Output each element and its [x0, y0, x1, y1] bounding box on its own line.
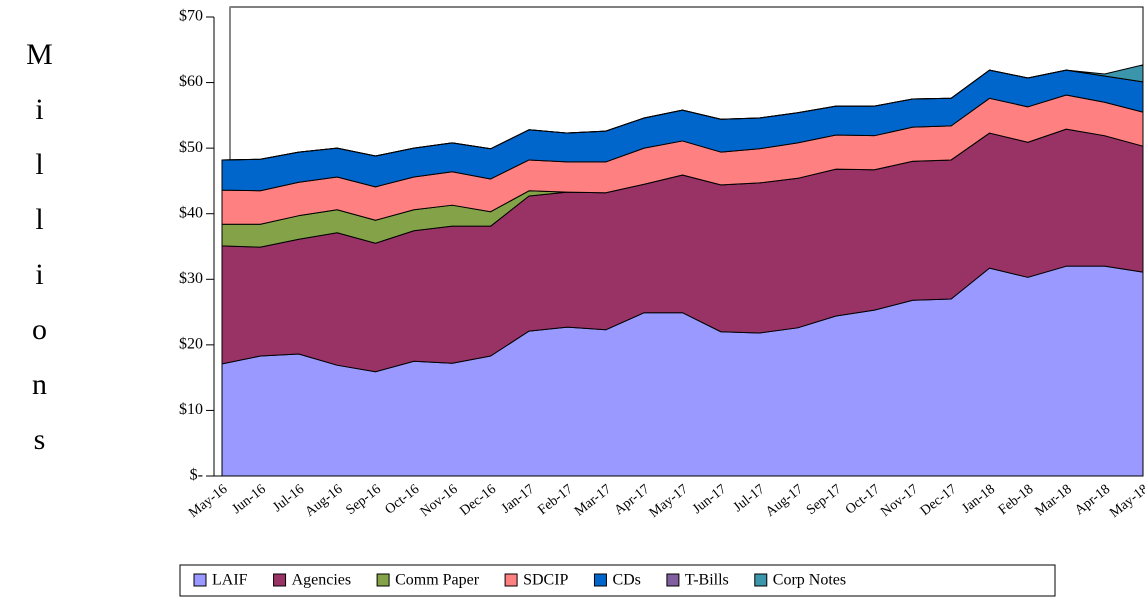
x-tick-label: Jun-16 [230, 482, 269, 517]
legend-swatch [504, 573, 518, 587]
x-tick-label: Feb-18 [996, 482, 1036, 518]
x-tick-label: Jul-16 [270, 482, 307, 515]
x-tick-label: Mar-17 [572, 482, 614, 520]
y-tick-label: $- [190, 467, 203, 484]
legend-label: Comm Paper [395, 572, 480, 589]
y-tick-label: $10 [179, 401, 203, 418]
x-tick-label: Nov-16 [418, 482, 461, 520]
x-tick-label: Sep-17 [804, 482, 844, 518]
y-tick-label: $60 [179, 73, 203, 90]
x-tick-label: Aug-17 [763, 482, 806, 520]
x-tick-label: May-16 [186, 482, 230, 521]
y-tick-label: $70 [179, 8, 203, 25]
legend-label: CDs [612, 572, 640, 589]
x-tick-label: Dec-17 [918, 482, 960, 519]
legend-swatch [376, 573, 390, 587]
x-tick-label: Dec-16 [457, 482, 499, 519]
y-tick-label: $40 [179, 204, 203, 221]
legend-label: T-Bills [685, 572, 729, 589]
x-tick-label: Apr-18 [1072, 482, 1113, 519]
legend-label: SDCIP [523, 572, 568, 589]
x-tick-label: Aug-16 [303, 482, 346, 520]
x-tick-label: Sep-16 [343, 482, 383, 518]
area [221, 64, 1144, 161]
x-tick-label: Jun-17 [690, 482, 729, 517]
x-tick-label: Oct-16 [382, 482, 422, 518]
x-tick-label: May-17 [647, 482, 691, 521]
x-tick-label: Nov-17 [878, 482, 921, 520]
legend-swatch [273, 573, 287, 587]
x-tick-label: Jul-17 [731, 482, 768, 515]
x-tick-label: Oct-17 [843, 482, 883, 518]
x-tick-label: Feb-17 [535, 482, 575, 518]
y-axis-label: Millions [23, 38, 56, 478]
legend-swatch [666, 573, 680, 587]
legend-label: Agencies [292, 572, 352, 589]
y-tick-label: $50 [179, 139, 203, 156]
x-tick-label: Mar-18 [1033, 482, 1075, 520]
legend-swatch [754, 573, 768, 587]
legend-box [179, 564, 1056, 597]
x-tick-label: Jan-18 [959, 482, 998, 517]
x-tick-label: Apr-17 [612, 482, 653, 519]
x-tick-label: May-18 [1107, 482, 1145, 521]
legend-label: Corp Notes [773, 572, 846, 589]
legend-swatch [593, 573, 607, 587]
legend-label: LAIF [212, 572, 248, 589]
y-tick-label: $20 [179, 336, 203, 353]
legend-swatch [193, 573, 207, 587]
y-tick-label: $30 [179, 270, 203, 287]
x-tick-label: Jan-17 [499, 482, 538, 517]
